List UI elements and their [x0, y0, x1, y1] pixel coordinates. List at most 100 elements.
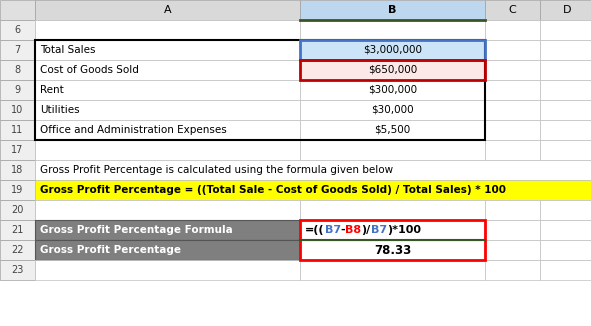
Bar [485, 0, 540, 20]
Bar [35, 220, 300, 240]
Bar [300, 20, 485, 40]
Bar [485, 140, 540, 160]
Bar [300, 60, 485, 80]
Bar [0, 120, 35, 140]
Bar [35, 40, 485, 140]
Text: 6: 6 [14, 25, 21, 35]
Bar [485, 100, 540, 120]
Bar [300, 220, 485, 240]
Text: Total Sales: Total Sales [40, 45, 96, 55]
Bar [35, 20, 300, 40]
Bar [35, 160, 591, 180]
Text: B: B [388, 5, 397, 15]
Text: 8: 8 [14, 65, 21, 75]
Bar [540, 40, 591, 60]
Bar [540, 120, 591, 140]
Bar [540, 60, 591, 80]
Bar [540, 0, 591, 20]
Text: Gross Profit Percentage is calculated using the formula given below: Gross Profit Percentage is calculated us… [40, 165, 393, 175]
Bar [485, 80, 540, 100]
Text: A: A [164, 5, 171, 15]
Text: 9: 9 [14, 85, 21, 95]
Bar [0, 260, 35, 280]
Text: 78.33: 78.33 [374, 244, 411, 257]
Bar [300, 220, 485, 260]
Bar [35, 0, 300, 20]
Text: 19: 19 [11, 185, 24, 195]
Bar [540, 20, 591, 40]
Bar [540, 140, 591, 160]
Text: D: D [563, 5, 571, 15]
Bar [35, 180, 591, 200]
Text: $650,000: $650,000 [368, 65, 417, 75]
Bar [0, 0, 35, 20]
Bar [300, 40, 485, 60]
Bar [540, 240, 591, 260]
Text: 11: 11 [11, 125, 24, 135]
Bar [35, 240, 300, 260]
Bar [35, 80, 300, 100]
Text: B8: B8 [345, 225, 361, 235]
Bar [0, 60, 35, 80]
Bar [300, 100, 485, 120]
Bar [0, 160, 35, 180]
Text: Gross Profit Percentage: Gross Profit Percentage [40, 245, 181, 255]
Bar [485, 200, 540, 220]
Bar [300, 240, 485, 260]
Bar [35, 100, 300, 120]
Bar [300, 60, 485, 80]
Bar [0, 20, 35, 40]
Text: 10: 10 [11, 105, 24, 115]
Text: $30,000: $30,000 [371, 105, 414, 115]
Text: B7: B7 [371, 225, 387, 235]
Bar [540, 260, 591, 280]
Bar [35, 60, 300, 80]
Bar [0, 80, 35, 100]
Text: Gross Profit Percentage Formula: Gross Profit Percentage Formula [40, 225, 233, 235]
Bar [300, 40, 485, 60]
Text: Utilities: Utilities [40, 105, 80, 115]
Bar [485, 40, 540, 60]
Bar [35, 260, 300, 280]
Text: )*100: )*100 [387, 225, 421, 235]
Bar [485, 220, 540, 240]
Bar [0, 220, 35, 240]
Bar [0, 180, 35, 200]
Text: B7: B7 [324, 225, 340, 235]
Bar [300, 200, 485, 220]
Text: C: C [509, 5, 517, 15]
Text: 17: 17 [11, 145, 24, 155]
Text: Gross Profit Percentage = ((Total Sale - Cost of Goods Sold) / Total Sales) * 10: Gross Profit Percentage = ((Total Sale -… [40, 185, 506, 195]
Bar [300, 0, 485, 20]
Bar [485, 120, 540, 140]
Bar [0, 100, 35, 120]
Text: $300,000: $300,000 [368, 85, 417, 95]
Text: $3,000,000: $3,000,000 [363, 45, 422, 55]
Bar [0, 240, 35, 260]
Text: -: - [340, 225, 345, 235]
Text: 20: 20 [11, 205, 24, 215]
Text: $5,500: $5,500 [374, 125, 411, 135]
Text: Cost of Goods Sold: Cost of Goods Sold [40, 65, 139, 75]
Bar [485, 240, 540, 260]
Bar [540, 80, 591, 100]
Text: 23: 23 [11, 265, 24, 275]
Bar [35, 200, 300, 220]
Bar [485, 60, 540, 80]
Text: =((: =(( [305, 225, 324, 235]
Bar [485, 260, 540, 280]
Text: Rent: Rent [40, 85, 64, 95]
Text: Office and Administration Expenses: Office and Administration Expenses [40, 125, 227, 135]
Bar [35, 120, 300, 140]
Bar [0, 40, 35, 60]
Bar [300, 80, 485, 100]
Text: 7: 7 [14, 45, 21, 55]
Bar [35, 40, 300, 60]
Text: 21: 21 [11, 225, 24, 235]
Bar [540, 220, 591, 240]
Bar [300, 120, 485, 140]
Text: 18: 18 [11, 165, 24, 175]
Text: )/: )/ [361, 225, 371, 235]
Bar [35, 140, 300, 160]
Bar [540, 200, 591, 220]
